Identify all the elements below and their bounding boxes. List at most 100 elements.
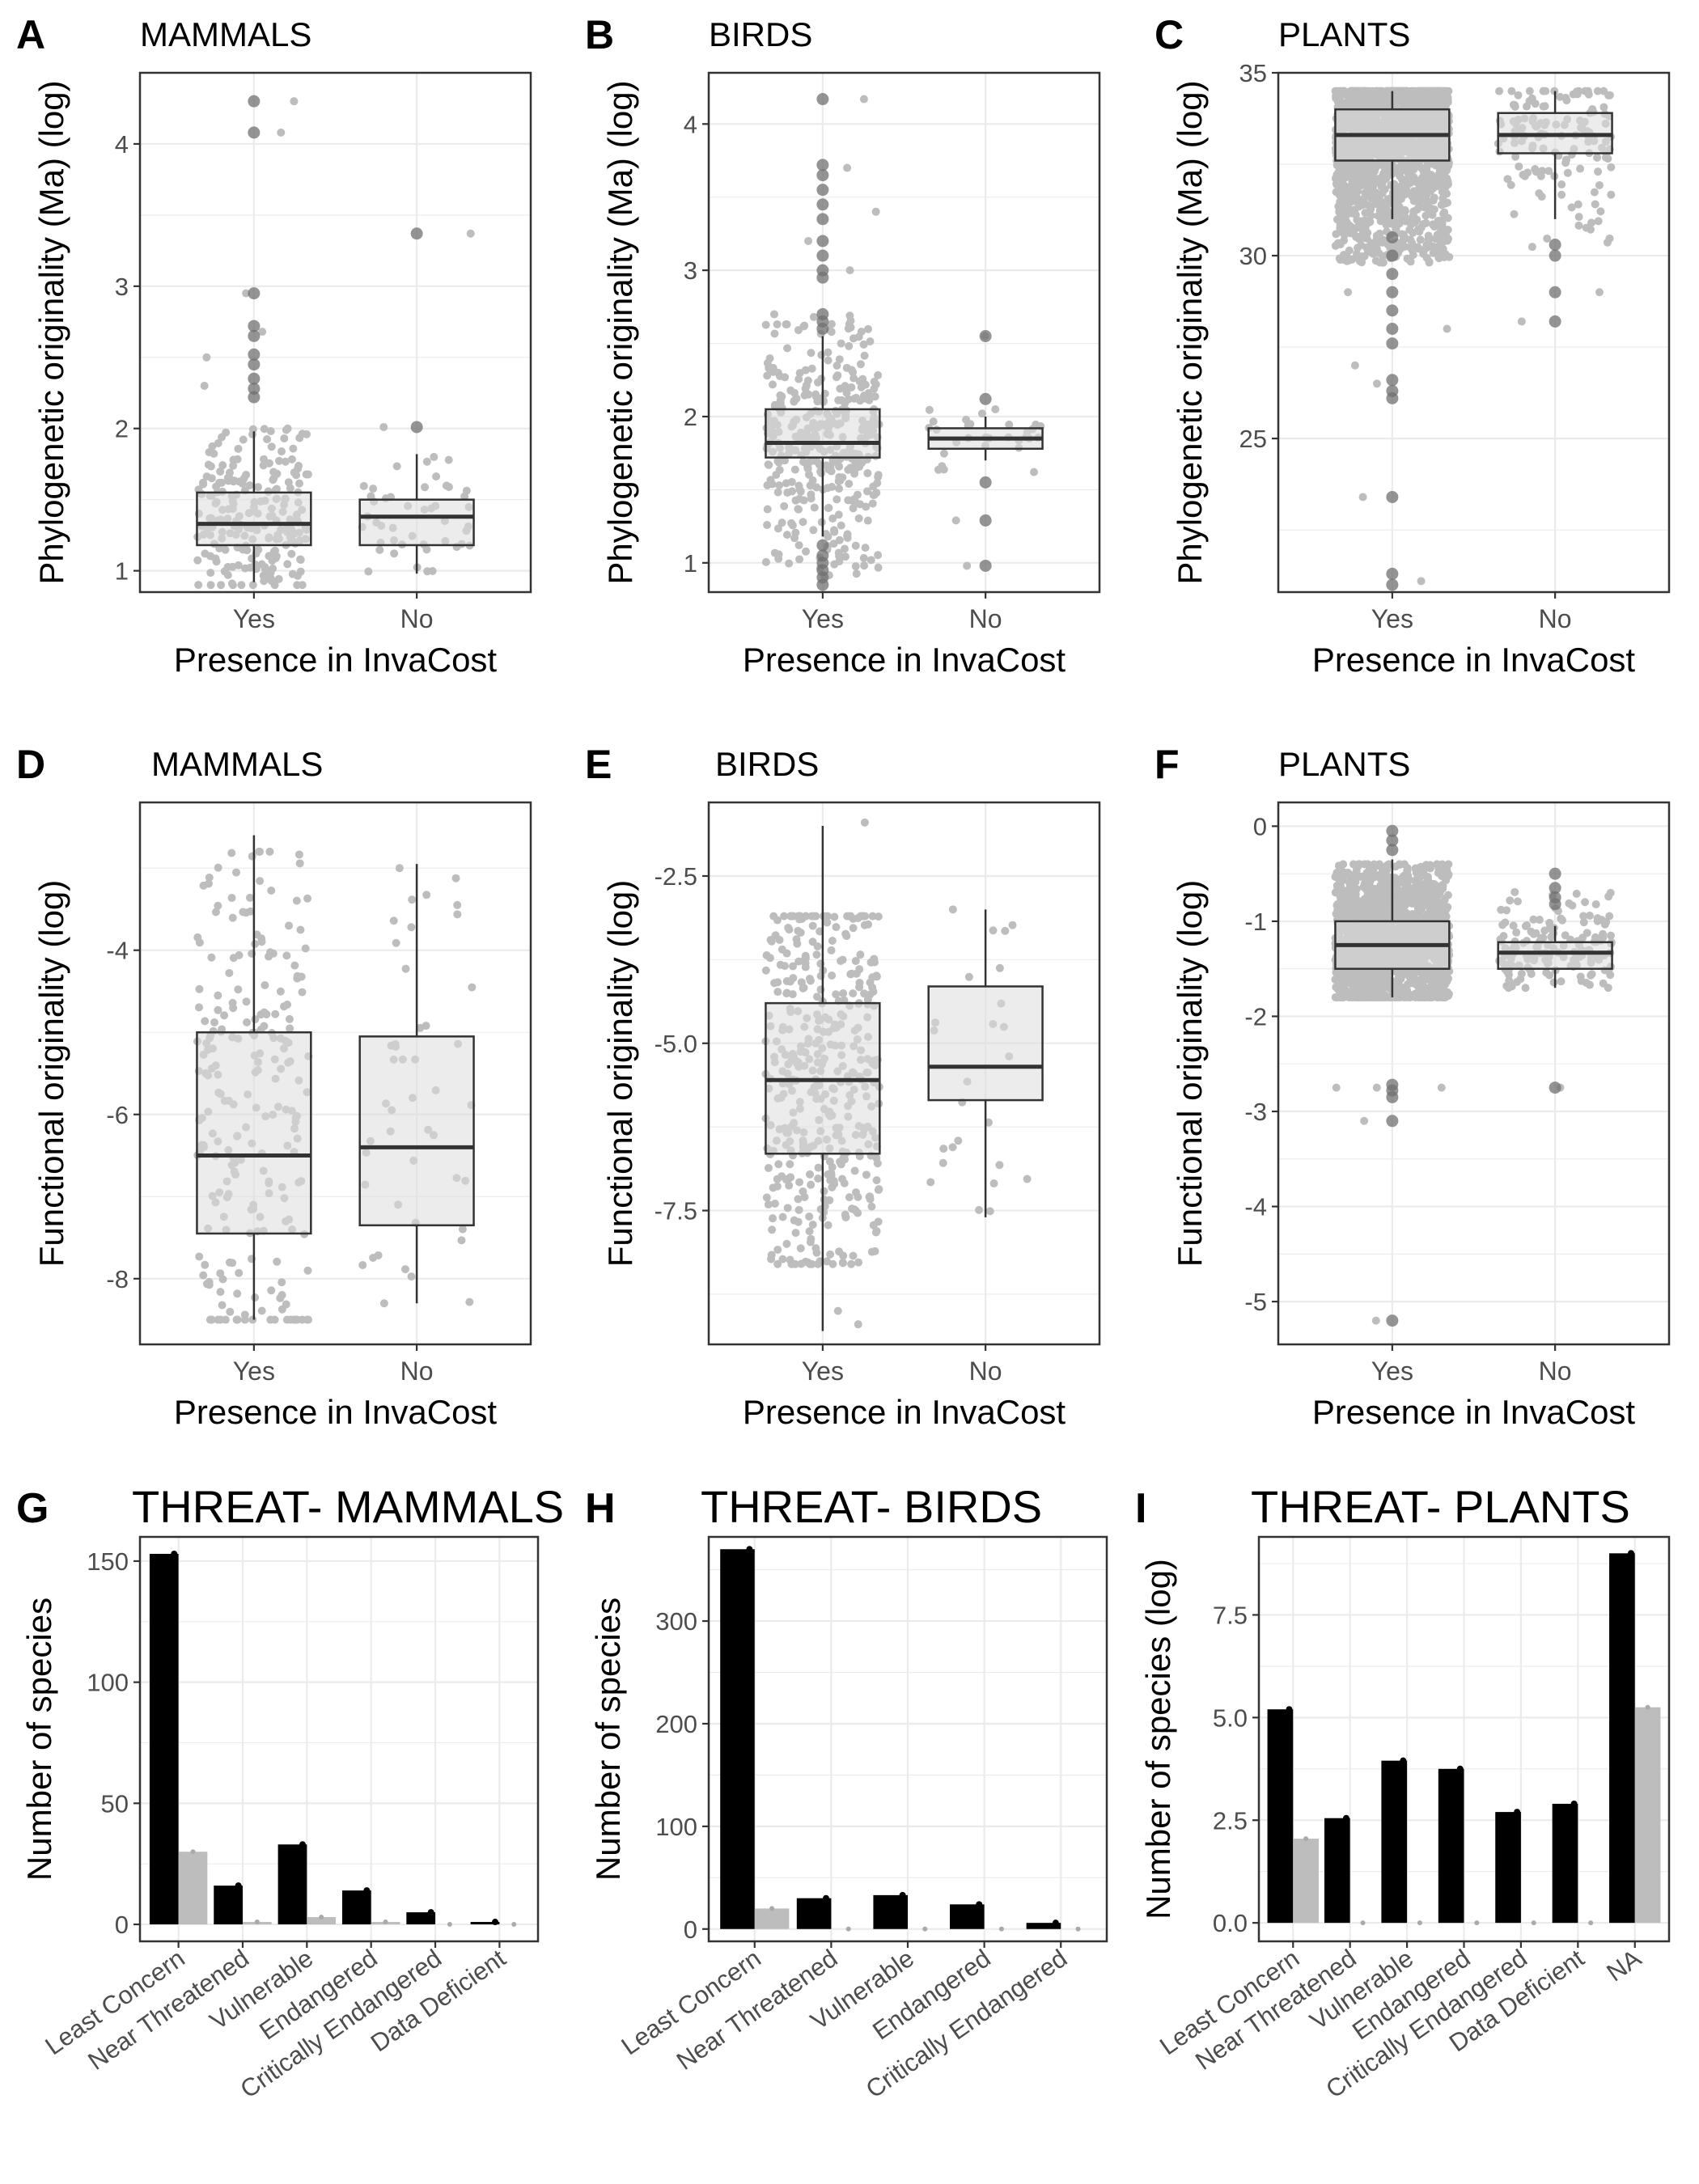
jitter-point <box>929 417 938 426</box>
jitter-point <box>1354 232 1362 241</box>
jitter-point <box>991 404 1000 413</box>
jitter-point <box>790 388 799 397</box>
jitter-point <box>1334 167 1343 176</box>
jitter-point <box>1606 971 1615 980</box>
jitter-point <box>789 974 798 983</box>
jitter-point <box>1379 235 1388 244</box>
jitter-point <box>854 1192 862 1201</box>
jitter-point <box>874 370 883 379</box>
jitter-point <box>1443 236 1452 245</box>
jitter-point <box>237 581 246 590</box>
jitter-point <box>788 487 797 496</box>
jitter-point <box>963 561 972 570</box>
outlier-point <box>248 287 261 300</box>
jitter-point <box>1353 993 1362 1001</box>
jitter-point <box>1333 215 1341 224</box>
jitter-point <box>813 378 822 387</box>
jitter-point <box>1535 188 1544 197</box>
y-tick-label: 3 <box>684 256 697 285</box>
jitter-point <box>1406 95 1415 104</box>
jitter-point <box>276 987 285 996</box>
jitter-point <box>816 971 825 980</box>
jitter-point <box>1336 87 1345 95</box>
jitter-point <box>271 554 280 563</box>
panel-border <box>707 801 1101 1346</box>
outlier-point <box>248 382 261 395</box>
jitter-point <box>767 1255 776 1263</box>
outlier-point <box>410 227 423 240</box>
jitter-point <box>828 971 837 980</box>
jitter-point <box>1590 188 1599 197</box>
jitter-point <box>1338 891 1347 900</box>
jitter-point <box>1426 861 1434 870</box>
jitter-point <box>195 938 204 947</box>
jitter-point <box>1377 981 1386 990</box>
jitter-point <box>840 544 849 553</box>
jitter-point <box>1437 1083 1446 1092</box>
jitter-point <box>235 1268 244 1277</box>
panel-border <box>138 801 532 1346</box>
jitter-point <box>1405 160 1414 169</box>
jitter-point <box>852 393 861 402</box>
jitter-point <box>989 926 998 935</box>
jitter-point <box>225 468 234 477</box>
jitter-point <box>392 938 400 947</box>
jitter-point <box>834 548 843 557</box>
box <box>765 408 881 459</box>
jitter-point <box>1591 200 1599 209</box>
outlier-point <box>816 93 829 106</box>
jitter-point <box>204 879 213 888</box>
jitter-point <box>807 364 816 373</box>
jitter-point <box>862 1170 871 1179</box>
jitter-point <box>773 1182 782 1191</box>
jitter-point <box>233 455 242 463</box>
jitter-point <box>851 541 860 550</box>
jitter-point <box>806 1238 815 1246</box>
jitter-point <box>874 563 883 572</box>
jitter-point <box>849 989 858 998</box>
jitter-point <box>845 480 854 489</box>
jitter-point <box>208 442 217 451</box>
jitter-point <box>776 372 785 381</box>
y-tick-label: -4 <box>106 937 129 965</box>
jitter-point <box>1400 912 1409 921</box>
jitter-point <box>285 1014 294 1023</box>
jitter-point <box>1599 103 1608 112</box>
jitter-point <box>1588 104 1597 113</box>
jitter-point <box>849 1251 858 1260</box>
jitter-point <box>243 1018 252 1026</box>
jitter-point <box>849 924 858 933</box>
jitter-point <box>1379 258 1388 267</box>
jitter-point <box>278 447 286 456</box>
jitter-point <box>1354 243 1362 252</box>
outlier-point <box>816 213 829 226</box>
jitter-point <box>1398 873 1407 882</box>
jitter-point <box>863 468 872 477</box>
jitter-point <box>1416 235 1425 244</box>
outlier-point <box>1549 249 1561 262</box>
box-group-no <box>358 864 477 1308</box>
jitter-point <box>287 549 296 558</box>
jitter-point <box>260 577 269 586</box>
jitter-point <box>939 449 948 458</box>
outlier-point <box>979 514 992 527</box>
box-group-no <box>1494 87 1616 328</box>
jitter-point <box>838 1175 847 1183</box>
jitter-point <box>808 1220 817 1229</box>
x-tick-label: Yes <box>802 604 844 633</box>
jitter-point <box>1368 976 1377 985</box>
jitter-point <box>1421 889 1430 898</box>
jitter-point <box>1372 379 1381 388</box>
jitter-point <box>836 384 845 393</box>
jitter-point <box>1374 175 1383 184</box>
jitter-point <box>1431 235 1440 243</box>
jitter-point <box>832 923 841 932</box>
jitter-point <box>1441 993 1450 1001</box>
jitter-point <box>284 478 293 487</box>
jitter-point <box>838 1258 847 1267</box>
jitter-point <box>764 1200 773 1209</box>
jitter-point <box>822 530 831 539</box>
jitter-point <box>301 944 310 953</box>
jitter-point <box>280 434 289 442</box>
jitter-point <box>866 1195 875 1204</box>
